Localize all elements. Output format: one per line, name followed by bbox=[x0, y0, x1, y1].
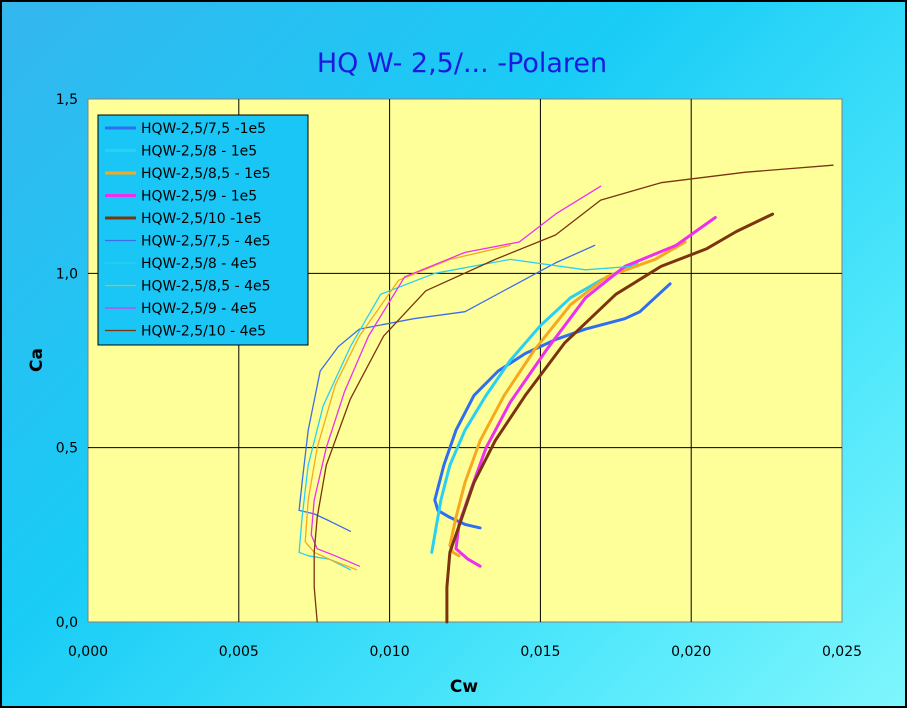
series-line-1 bbox=[433, 282, 672, 530]
legend-entry: HQW-2,5/8,5 - 4e5 bbox=[141, 279, 271, 295]
legend-entry: HQW-2,5/10 -1e5 bbox=[141, 211, 262, 227]
x-tick-label: 0,000 bbox=[68, 644, 108, 660]
series-line-7 bbox=[298, 258, 632, 571]
legend: HQW-2,5/7,5 -1e5 HQW-2,5/8 - 1e5 HQW-2,5/8… bbox=[97, 114, 309, 346]
series-line-5 bbox=[445, 212, 775, 624]
series-line-6 bbox=[298, 244, 596, 532]
legend-entry: HQW-2,5/9 - 1e5 bbox=[141, 189, 257, 205]
x-tick-label: 0,015 bbox=[520, 644, 560, 660]
x-tick-label: 0,010 bbox=[370, 644, 410, 660]
y-tick-label: 0,5 bbox=[56, 441, 78, 457]
chart-title: HQ W- 2,5/... -Polaren bbox=[317, 48, 607, 79]
series-line-2 bbox=[430, 261, 639, 554]
tick-labels: 0,000 0,005 0,010 0,015 0,020 0,025 0,0 0,5 1,0 1… bbox=[56, 92, 862, 660]
x-tick-label: 0,005 bbox=[219, 644, 259, 660]
legend-entry: HQW-2,5/10 - 4e5 bbox=[141, 324, 266, 340]
legend-entry: HQW-2,5/9 - 4e5 bbox=[141, 301, 257, 317]
legend-entry: HQW-2,5/8 - 4e5 bbox=[141, 256, 257, 272]
legend-entry: HQW-2,5/7,5 -1e5 bbox=[141, 121, 266, 137]
series-line-9 bbox=[310, 185, 602, 567]
legend-entry: HQW-2,5/8 - 1e5 bbox=[141, 144, 257, 160]
series-line-10 bbox=[313, 164, 834, 623]
series-lines bbox=[298, 164, 834, 624]
legend-box bbox=[97, 114, 309, 346]
x-tick-label: 0,025 bbox=[822, 644, 862, 660]
legend-entry: HQW-2,5/7,5 - 4e5 bbox=[141, 234, 271, 250]
legend-entry: HQW-2,5/8,5 - 1e5 bbox=[141, 166, 271, 182]
series-line-8 bbox=[304, 244, 511, 571]
x-axis-label: Cw bbox=[450, 677, 478, 697]
y-tick-label: 1,0 bbox=[56, 266, 78, 282]
y-tick-label: 1,5 bbox=[56, 92, 78, 108]
y-axis-label: Ca bbox=[27, 348, 47, 372]
y-tick-label: 0,0 bbox=[56, 615, 78, 631]
series-line-4 bbox=[454, 216, 717, 568]
x-tick-label: 0,020 bbox=[671, 644, 711, 660]
